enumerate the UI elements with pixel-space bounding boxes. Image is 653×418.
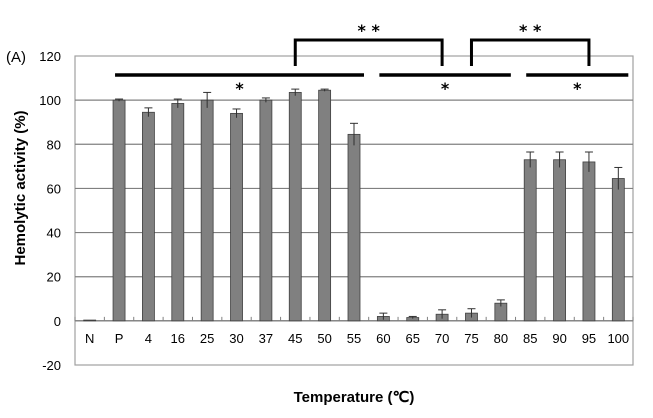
- x-tick-label: 45: [288, 331, 302, 346]
- significance-double-star: * *: [358, 21, 381, 40]
- x-tick-label: 30: [229, 331, 243, 346]
- significance-star: *: [573, 79, 582, 98]
- y-axis-title: Hemolytic activity (%): [12, 110, 29, 265]
- x-tick-label: N: [85, 331, 94, 346]
- significance-annotations: * * * * * * *: [115, 21, 629, 98]
- bar: [611, 178, 625, 322]
- y-tick-label: 80: [47, 137, 61, 152]
- bar: [318, 89, 332, 322]
- x-tick-label: 55: [347, 331, 361, 346]
- x-axis-ticks: N P 4 16 25 30 37 45 50 55 60 65 70 75 80 85 90 95 100: [74, 316, 634, 346]
- x-tick-label: 37: [259, 331, 273, 346]
- bar: [553, 159, 566, 322]
- y-axis-ticks: -20 0 20 40 60 80 100 120: [39, 49, 61, 373]
- y-tick-label: 20: [47, 270, 61, 285]
- significance-star: *: [235, 79, 244, 98]
- plot-frame: [74, 55, 634, 366]
- bar: [259, 99, 273, 322]
- y-tick-label: 60: [47, 181, 61, 196]
- bar: [582, 161, 596, 322]
- bar: [288, 92, 302, 322]
- x-tick-label: 70: [435, 331, 449, 346]
- bar: [142, 111, 155, 322]
- significance-double-star: * *: [519, 21, 542, 40]
- bars: [83, 88, 625, 322]
- bar: [171, 103, 185, 322]
- x-tick-label: P: [115, 331, 124, 346]
- y-tick-label: 120: [39, 49, 61, 64]
- bar: [83, 319, 97, 322]
- panel-label: (A): [6, 49, 26, 66]
- x-tick-label: 95: [582, 331, 596, 346]
- y-tick-label: -20: [42, 358, 61, 373]
- y-tick-label: 0: [54, 314, 61, 329]
- x-tick-label: 80: [494, 331, 508, 346]
- grid-lines: [74, 55, 634, 366]
- significance-bracket: [293, 38, 444, 66]
- x-tick-label: 90: [552, 331, 566, 346]
- x-axis-title: Temperature (℃): [294, 389, 415, 406]
- x-tick-label: 100: [607, 331, 629, 346]
- x-tick-label: 85: [523, 331, 537, 346]
- bar: [200, 99, 214, 322]
- x-tick-label: 75: [464, 331, 478, 346]
- x-tick-label: 60: [376, 331, 390, 346]
- bar: [523, 159, 537, 322]
- x-tick-label: 16: [171, 331, 185, 346]
- significance-star: *: [441, 79, 450, 98]
- x-tick-label: 25: [200, 331, 214, 346]
- bar: [347, 133, 361, 322]
- x-tick-label: 65: [406, 331, 420, 346]
- significance-bracket: [469, 38, 591, 66]
- x-tick-label: 50: [317, 331, 331, 346]
- bar: [112, 99, 126, 322]
- bar: [230, 112, 243, 322]
- x-tick-label: 4: [145, 331, 152, 346]
- y-tick-label: 40: [47, 226, 61, 241]
- y-tick-label: 100: [39, 93, 61, 108]
